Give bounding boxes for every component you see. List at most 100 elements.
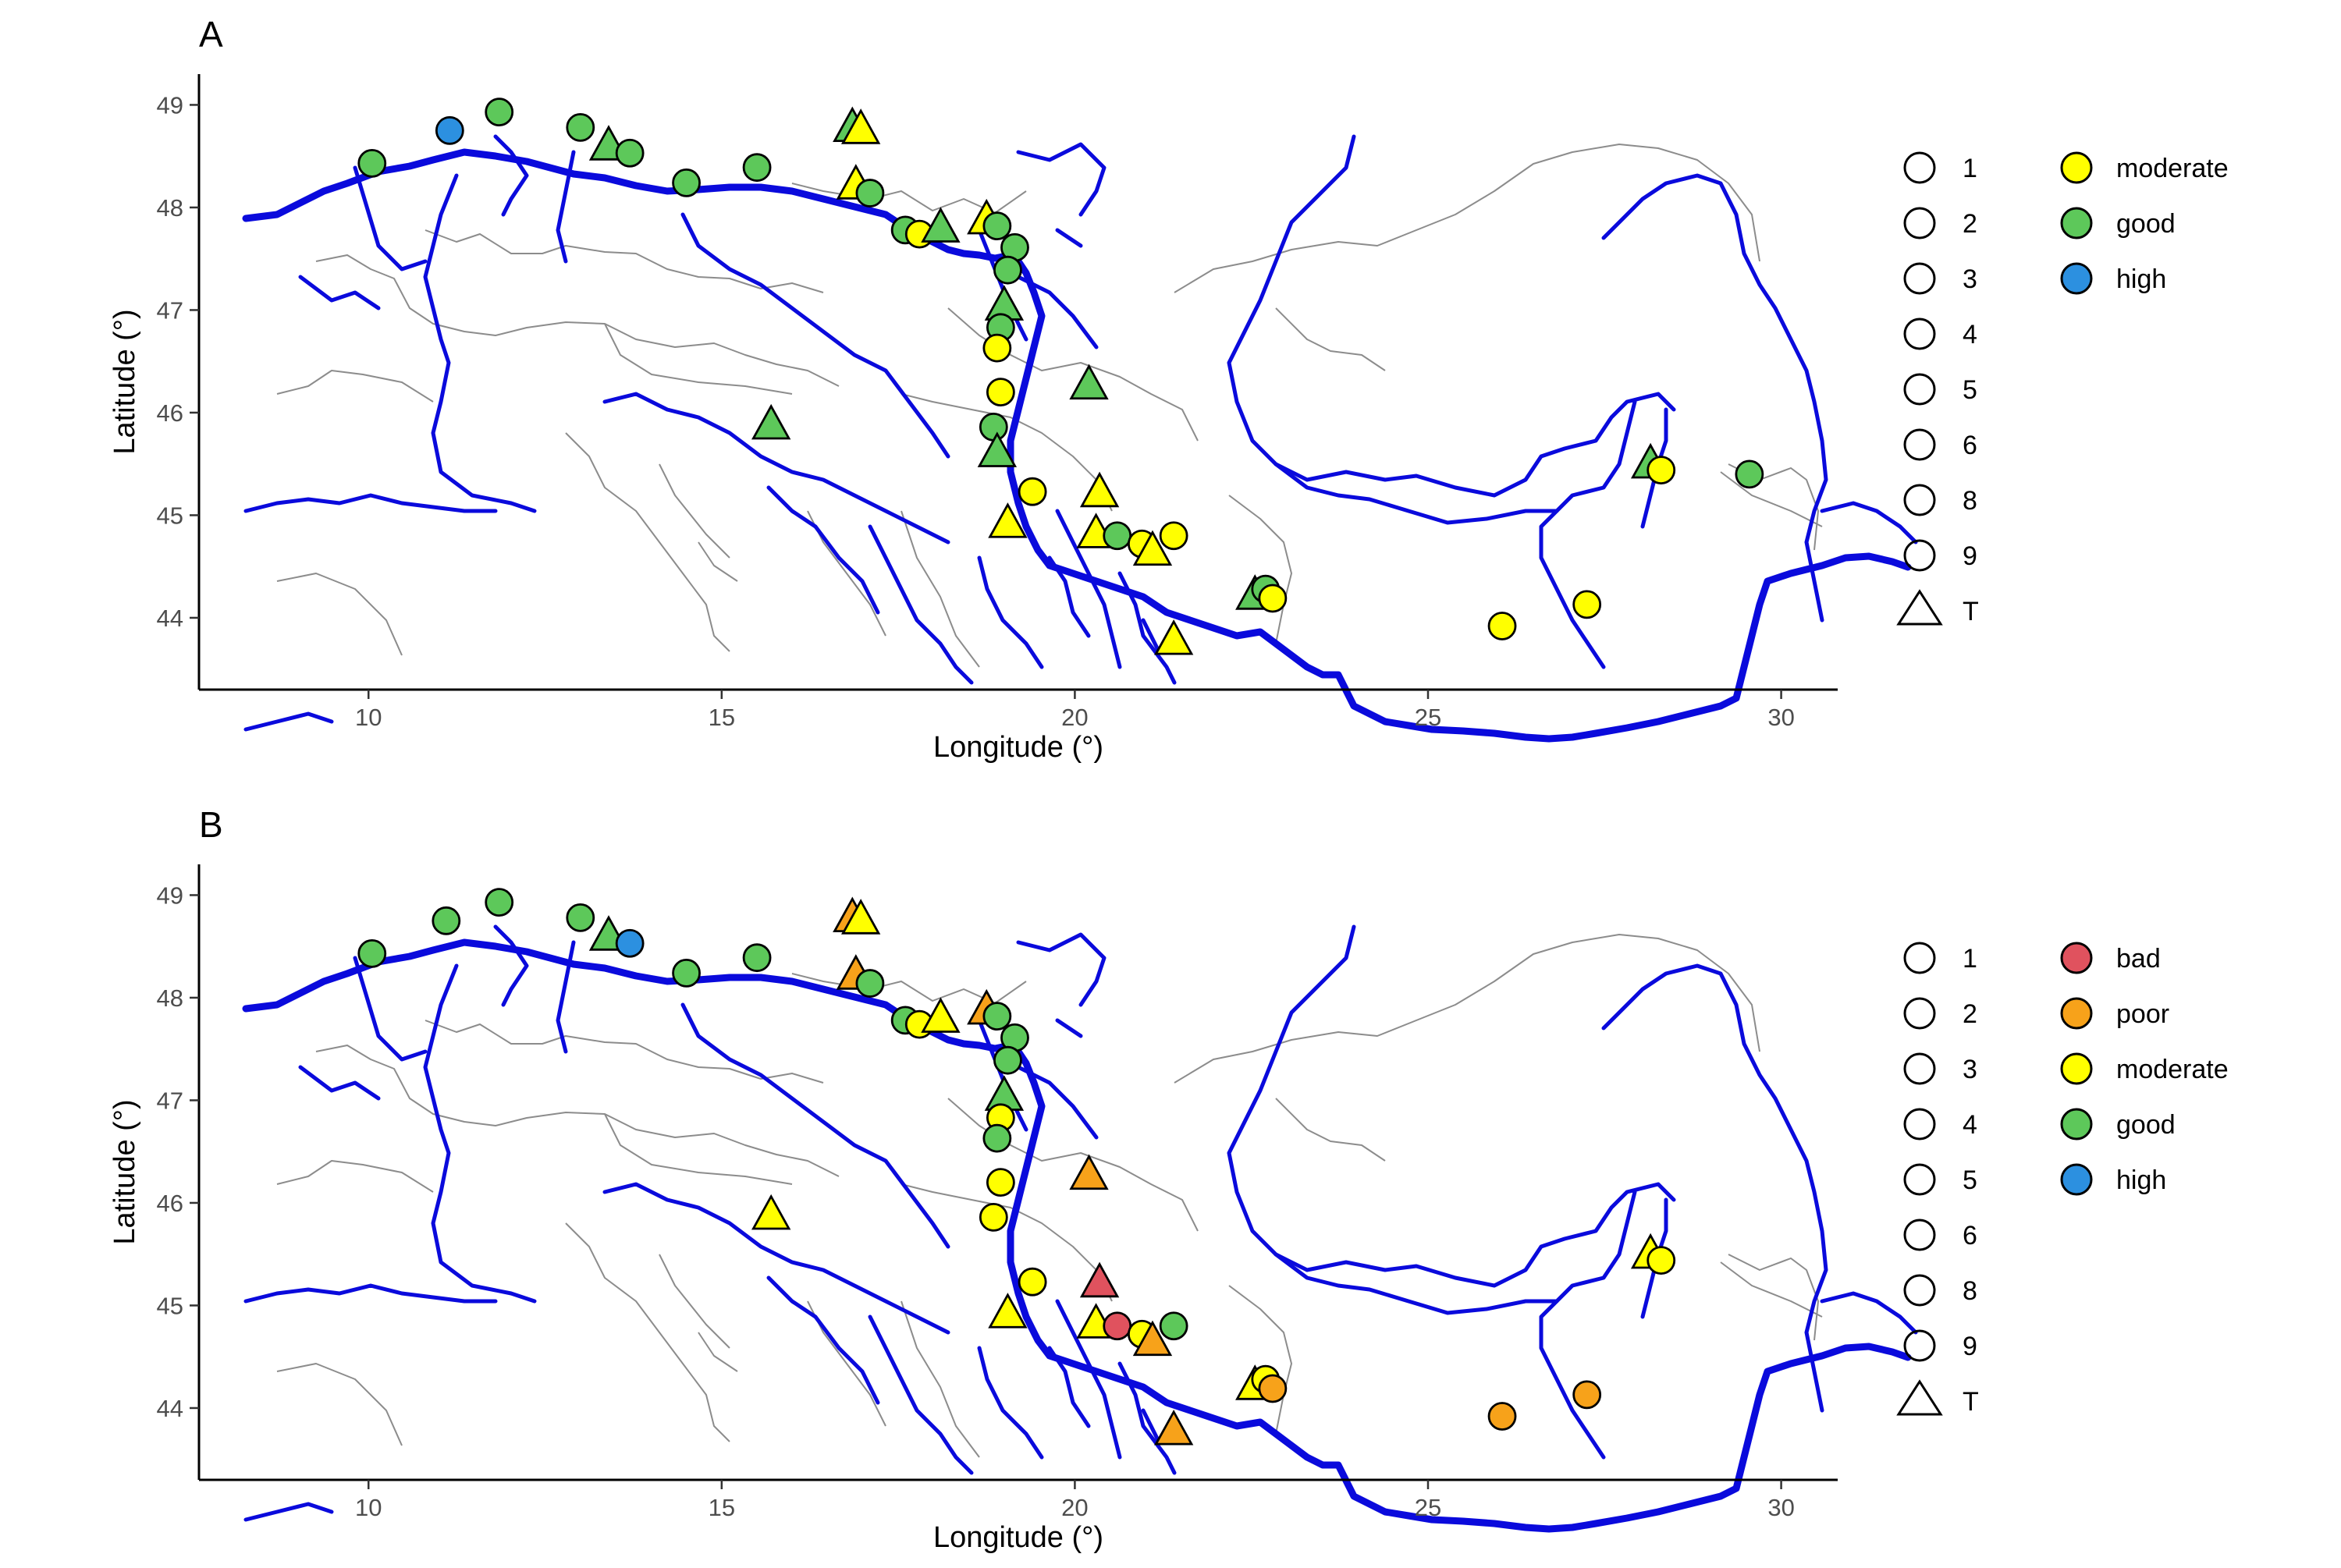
site-marker-triangle-moderate [840, 108, 881, 144]
y-tick-label: 48 [157, 194, 183, 222]
status-legend-label: moderate [2116, 1055, 2229, 1084]
site-marker-circle-good [993, 1045, 1022, 1075]
size-legend-circle [1903, 373, 1936, 406]
y-tick-label: 47 [157, 1087, 183, 1114]
y-tick-label: 45 [157, 1292, 183, 1319]
size-legend-circle [1903, 1274, 1936, 1307]
size-legend: 1 2 3 4 5 6 8 9 T [1896, 942, 1979, 1417]
site-marker-circle-good [979, 412, 1008, 442]
size-legend-label: 8 [1963, 1276, 1977, 1306]
site-marker-circle-good [742, 153, 772, 183]
site-marker-circle-bad [1103, 1311, 1132, 1341]
site-marker-circle-good [982, 211, 1012, 241]
site-marker-triangle-good [977, 431, 1018, 467]
size-legend-circle [1903, 484, 1936, 516]
site-marker-circle-moderate [1018, 1267, 1047, 1297]
x-tick-label: 25 [1415, 1494, 1441, 1521]
size-legend-circle [1903, 942, 1936, 974]
y-tick-label: 47 [157, 296, 183, 324]
x-tick-label: 15 [709, 704, 735, 731]
status-legend-label: poor [2116, 999, 2169, 1029]
site-marker-circle-moderate [986, 378, 1015, 407]
size-legend-label: T [1963, 597, 1979, 626]
site-marker-circle-good [672, 168, 701, 197]
site-marker-circle-moderate [1572, 590, 1602, 619]
site-marker-circle-good [1735, 459, 1764, 489]
size-legend-circle [1903, 151, 1936, 184]
size-legend-triangle [1896, 589, 1943, 626]
x-tick-label: 20 [1061, 704, 1088, 731]
site-marker-triangle-good [921, 207, 961, 243]
y-tick-label: 45 [157, 502, 183, 529]
size-legend-circle [1903, 318, 1936, 350]
site-marker-triangle-bad [1079, 1261, 1120, 1298]
status-legend-swatch-moderate [2060, 1052, 2093, 1085]
site-marker-triangle-good [751, 403, 791, 440]
site-marker-circle-good [566, 903, 595, 932]
site-marker-circle-moderate [979, 1202, 1008, 1232]
site-marker-circle-moderate [986, 1168, 1015, 1197]
site-marker-circle-moderate [1487, 612, 1517, 640]
x-tick-label: 20 [1061, 1494, 1088, 1521]
site-marker-triangle-moderate [840, 899, 881, 935]
site-marker-circle-poor [1572, 1380, 1602, 1410]
site-marker-triangle-moderate [988, 1293, 1028, 1329]
site-marker-triangle-poor [1132, 1320, 1173, 1357]
site-marker-circle-poor [1258, 1374, 1288, 1403]
panel-letter: A [199, 14, 223, 55]
size-legend-label: 2 [1963, 999, 1977, 1029]
status-legend-label: moderate [2116, 154, 2229, 183]
size-legend-label: 1 [1963, 944, 1977, 974]
status-legend-swatch-high [2060, 262, 2093, 295]
size-legend-label: 9 [1963, 1332, 1977, 1361]
size-legend-circle [1903, 997, 1936, 1030]
site-marker-circle-good [615, 138, 645, 168]
site-marker-triangle-moderate [1153, 619, 1194, 655]
site-marker-circle-good [982, 1002, 1012, 1031]
y-tick-label: 44 [157, 1395, 183, 1422]
site-marker-circle-good [855, 179, 885, 208]
site-marker-circle-good [672, 958, 701, 988]
site-marker-circle-high [435, 115, 464, 145]
size-legend-triangle [1896, 1379, 1943, 1416]
site-marker-circle-poor [1487, 1402, 1517, 1431]
status-legend-swatch-high [2060, 1163, 2093, 1196]
x-tick-label: 10 [355, 1494, 382, 1521]
y-tick-label: 44 [157, 605, 183, 632]
status-legend-swatch-good [2060, 207, 2093, 239]
site-marker-circle-good [566, 112, 595, 142]
size-legend-label: 3 [1963, 264, 1977, 294]
site-marker-circle-good [1103, 521, 1132, 551]
y-tick-label: 49 [157, 91, 183, 119]
base-map [246, 927, 1916, 1529]
site-marker-circle-moderate [1258, 584, 1288, 613]
x-tick-label: 10 [355, 704, 382, 731]
base-map [246, 137, 1916, 739]
site-marker-circle-good [485, 888, 514, 917]
size-legend-label: 4 [1963, 320, 1977, 349]
status-legend: moderate good high [2060, 151, 2229, 295]
x-tick-label: 15 [709, 1494, 735, 1521]
site-marker-triangle-moderate [751, 1194, 791, 1230]
x-axis-title: Longitude (°) [933, 1521, 1103, 1554]
status-legend-label: high [2116, 1165, 2166, 1195]
site-marker-circle-good [982, 1123, 1012, 1153]
x-tick-label: 25 [1415, 704, 1441, 731]
site-marker-circle-good [1159, 1311, 1188, 1341]
panel-letter: B [199, 804, 223, 845]
status-legend-label: good [2116, 1110, 2176, 1140]
size-legend-circle [1903, 262, 1936, 295]
site-marker-triangle-poor [1153, 1409, 1194, 1446]
status-legend-swatch-poor [2060, 997, 2093, 1030]
y-axis-title: Latitude (°) [108, 1099, 141, 1244]
y-tick-label: 46 [157, 399, 183, 427]
status-legend-label: bad [2116, 944, 2161, 974]
status-legend-swatch-bad [2060, 942, 2093, 974]
site-marker-circle-good [855, 969, 885, 998]
y-axis-title: Latitude (°) [108, 309, 141, 454]
size-legend-label: 6 [1963, 1221, 1977, 1250]
y-tick-label: 46 [157, 1190, 183, 1217]
